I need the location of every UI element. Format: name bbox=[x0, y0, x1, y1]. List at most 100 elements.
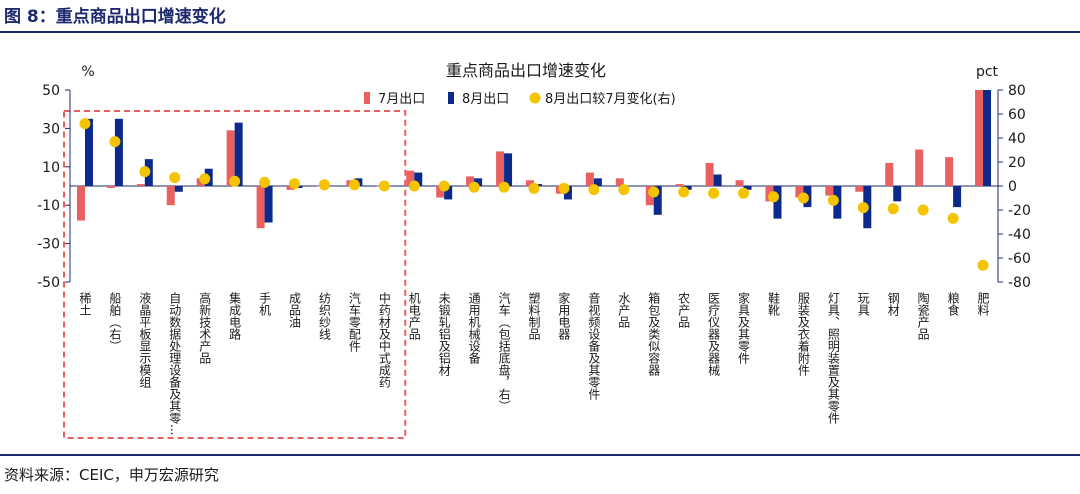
change-dot bbox=[139, 166, 151, 178]
left-axis-tick-label: 50 bbox=[42, 83, 60, 99]
left-axis-tick-label: -30 bbox=[37, 237, 60, 253]
change-dot bbox=[618, 184, 630, 196]
right-axis-tick-label: 40 bbox=[1008, 131, 1026, 147]
right-axis-tick-label: -40 bbox=[1008, 227, 1031, 243]
bar-jul bbox=[945, 157, 954, 186]
change-dot bbox=[827, 194, 839, 206]
category-label: 肥料 bbox=[976, 292, 990, 316]
figure-title: 图 8：重点商品出口增速变化 bbox=[4, 7, 226, 27]
legend-label: 8月出口较7月变化(右) bbox=[545, 91, 676, 107]
change-dot bbox=[169, 172, 181, 184]
change-dot bbox=[977, 259, 989, 271]
bar-jul bbox=[855, 186, 864, 192]
change-dot bbox=[558, 182, 570, 194]
right-axis-tick-label: 20 bbox=[1008, 155, 1026, 171]
category-label: 玩具 bbox=[856, 292, 870, 316]
left-axis-tick-label: -10 bbox=[37, 198, 60, 214]
left-axis-tick-label: 10 bbox=[42, 160, 60, 176]
bar-aug bbox=[713, 174, 722, 186]
bar-jul bbox=[496, 151, 505, 186]
category-label: 液晶平板显示模组 bbox=[138, 291, 152, 388]
category-label: 集成电路 bbox=[228, 291, 242, 341]
bar-aug bbox=[983, 90, 992, 186]
bar-aug bbox=[683, 186, 692, 190]
legend-swatch bbox=[529, 92, 541, 104]
source-note: 资料来源：CEIC，申万宏源研究 bbox=[4, 466, 219, 484]
bar-jul bbox=[825, 186, 834, 196]
category-label: 中药材及中式成药 bbox=[377, 291, 391, 388]
bar-jul bbox=[406, 170, 415, 186]
bar-aug bbox=[923, 186, 932, 187]
bar-jul bbox=[526, 180, 534, 186]
top-rule bbox=[0, 31, 1080, 33]
category-label: 家具及其零件 bbox=[737, 291, 751, 364]
bar-jul bbox=[436, 186, 445, 198]
category-label: 手机 bbox=[258, 292, 272, 316]
category-label: 纺织纱线 bbox=[317, 292, 331, 340]
bar-aug bbox=[504, 153, 513, 186]
bar-jul bbox=[885, 162, 894, 186]
category-label: 农产品 bbox=[677, 292, 691, 328]
category-label: 医疗仪器及器械 bbox=[707, 292, 721, 376]
bar-aug bbox=[743, 186, 752, 190]
change-dot bbox=[797, 192, 809, 204]
bar-jul bbox=[166, 186, 175, 206]
category-label: 高新技术产品 bbox=[198, 291, 212, 364]
bar-jul bbox=[675, 184, 684, 186]
bar-aug bbox=[234, 122, 243, 186]
category-label: 鞋靴 bbox=[766, 291, 780, 317]
right-axis-tick-label: 0 bbox=[1008, 179, 1017, 195]
right-axis-tick-label: 60 bbox=[1008, 107, 1026, 123]
left-axis-tick-label: -50 bbox=[37, 275, 60, 291]
change-dot bbox=[348, 179, 360, 191]
legend-label: 7月出口 bbox=[378, 92, 425, 107]
right-axis-tick-label: -20 bbox=[1008, 203, 1031, 219]
category-label: 稀土 bbox=[78, 292, 92, 316]
bar-jul bbox=[585, 172, 594, 186]
bar-jul bbox=[136, 184, 145, 186]
change-dot bbox=[109, 136, 121, 148]
bar-jul bbox=[705, 162, 714, 186]
bar-aug bbox=[264, 186, 273, 223]
change-dot bbox=[708, 187, 720, 199]
category-label: 灯具、照明装置及其零件 bbox=[826, 292, 840, 424]
change-dot bbox=[468, 181, 480, 193]
bar-jul bbox=[256, 186, 265, 229]
export-growth-chart: 重点商品出口增速变化 % pct 50 30 10 -10 -30 -50 80 60 40 20… bbox=[37, 61, 1031, 439]
category-label: 自动数据处理设备及其零... bbox=[168, 292, 182, 436]
change-dot bbox=[767, 191, 779, 203]
category-label: 成品油 bbox=[288, 292, 302, 328]
change-dot bbox=[438, 180, 450, 192]
change-dot bbox=[259, 176, 271, 188]
bar-jul bbox=[466, 176, 475, 186]
category-label: 机电产品 bbox=[407, 292, 421, 340]
bar-jul bbox=[76, 186, 85, 221]
change-dot bbox=[528, 182, 540, 194]
bottom-rule bbox=[0, 454, 1080, 456]
change-dot bbox=[378, 180, 390, 192]
category-label: 服装及衣着附件 bbox=[796, 292, 810, 376]
right-axis-tick-label: 80 bbox=[1008, 83, 1026, 99]
bar-aug bbox=[653, 186, 662, 215]
left-axis-unit: % bbox=[81, 64, 94, 80]
bar-jul bbox=[615, 178, 624, 186]
category-label: 汽车零配件 bbox=[347, 291, 361, 352]
bar-jul bbox=[226, 130, 235, 186]
bar-aug bbox=[563, 186, 572, 200]
bar-aug bbox=[414, 172, 423, 186]
change-dot bbox=[79, 118, 91, 130]
change-dot bbox=[588, 184, 600, 196]
category-label: 钢材 bbox=[886, 292, 900, 316]
change-dot bbox=[738, 187, 750, 199]
left-axis-tick-label: 30 bbox=[42, 121, 60, 137]
change-dot bbox=[678, 186, 690, 198]
change-dot bbox=[199, 173, 211, 185]
category-label: 音视频设备及其零件 bbox=[587, 291, 601, 400]
change-dot bbox=[917, 204, 929, 216]
bar-jul bbox=[975, 90, 984, 186]
legend-swatch bbox=[364, 92, 370, 104]
category-label: 陶瓷产品 bbox=[916, 291, 930, 340]
right-axis-unit: pct bbox=[976, 64, 999, 80]
category-label: 通用机械设备 bbox=[467, 292, 481, 365]
change-dot bbox=[318, 179, 330, 191]
